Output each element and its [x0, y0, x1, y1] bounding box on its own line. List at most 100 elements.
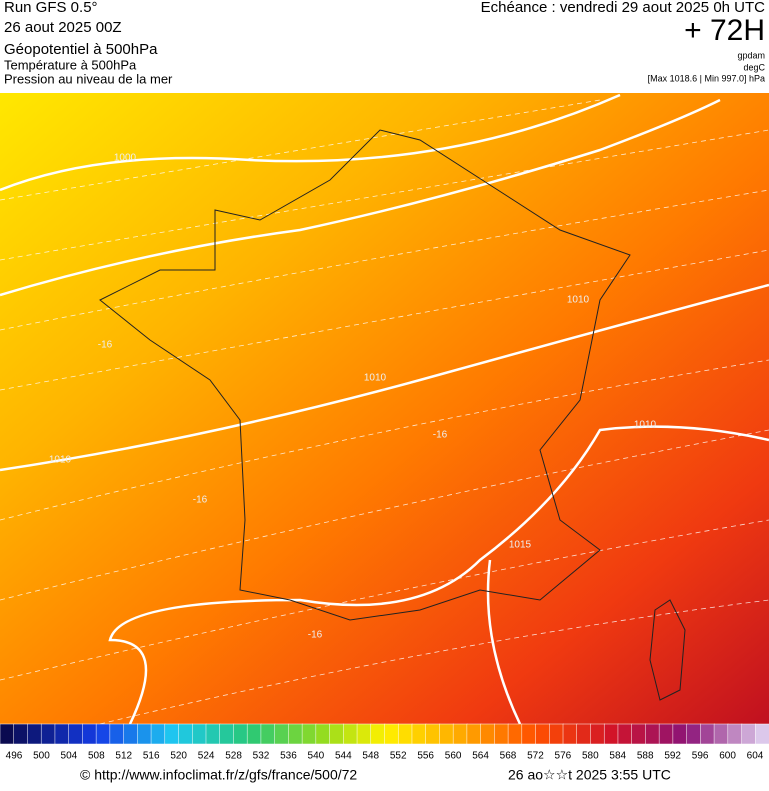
color-swatch: [123, 723, 139, 745]
unit-label: gpdam: [737, 50, 765, 60]
header-line: Température à 500hPa: [4, 57, 137, 72]
legend-label: 504: [61, 751, 78, 762]
color-swatch: [590, 723, 605, 745]
render-date: 26 ao☆☆t 2025 3:55 UTC: [508, 767, 671, 783]
color-swatch: [150, 723, 166, 745]
legend-label: 552: [390, 751, 407, 762]
corsica-outline: [649, 599, 686, 701]
color-swatch: [397, 723, 413, 745]
color-swatch: [494, 723, 509, 745]
legend-label: 548: [362, 751, 379, 762]
legend-label: 508: [88, 751, 105, 762]
color-swatch: [507, 723, 523, 745]
color-swatch: [521, 723, 537, 745]
source-url: © http://www.infoclimat.fr/z/gfs/france/…: [80, 767, 357, 783]
color-swatch: [617, 723, 633, 745]
header-line: Run GFS 0.5°: [4, 0, 98, 16]
color-swatch: [219, 723, 235, 745]
color-swatch: [13, 723, 29, 745]
contour-label: 1010: [567, 295, 590, 306]
contour-label: -16: [433, 430, 448, 441]
legend-label: 540: [308, 751, 325, 762]
color-swatch: [178, 723, 193, 745]
color-swatch: [205, 723, 221, 745]
contour-label: -16: [193, 495, 208, 506]
isotherms: [0, 99, 769, 725]
contour-label: 1010: [634, 420, 657, 431]
color-swatch: [0, 723, 15, 745]
color-swatch: [576, 723, 592, 745]
color-swatch: [288, 723, 303, 745]
color-swatch: [741, 723, 757, 745]
header-line: Géopotentiel à 500hPa: [4, 41, 158, 58]
color-swatch: [109, 723, 125, 745]
legend-label: 596: [692, 751, 709, 762]
color-swatch: [384, 723, 399, 745]
legend-label: 604: [747, 751, 764, 762]
color-swatch: [645, 723, 660, 745]
legend-label: 592: [664, 751, 681, 762]
legend-label: 500: [33, 751, 50, 762]
color-swatch: [549, 723, 564, 745]
legend-label: 568: [500, 751, 517, 762]
contour-label: 1010: [364, 373, 387, 384]
lead-time: + 72H: [684, 14, 765, 47]
color-swatch: [439, 723, 454, 745]
legend-label: 576: [555, 751, 572, 762]
color-swatch: [68, 723, 84, 745]
color-swatch: [411, 723, 427, 745]
color-swatch: [480, 723, 496, 745]
color-swatch: [713, 723, 729, 745]
color-swatch: [27, 723, 42, 745]
forecast-time: Echéance : vendredi 29 aout 2025 0h UTC: [481, 0, 766, 16]
legend-label: 556: [417, 751, 434, 762]
color-swatch: [562, 723, 578, 745]
unit-label: [Max 1018.6 | Min 997.0] hPa: [648, 73, 765, 83]
contour-label: 1000: [114, 153, 137, 164]
color-swatch: [425, 723, 441, 745]
color-swatch: [686, 723, 702, 745]
legend-label: 600: [719, 751, 736, 762]
legend-label: 584: [609, 751, 626, 762]
contour-label: 1010: [49, 455, 72, 466]
legend-label: 512: [115, 751, 132, 762]
legend-label: 536: [280, 751, 297, 762]
color-swatch: [315, 723, 331, 745]
legend-label: 516: [143, 751, 160, 762]
color-swatch: [672, 723, 688, 745]
country-outline: [99, 129, 631, 621]
contour-label: 1015: [509, 540, 532, 551]
color-swatch: [370, 723, 386, 745]
legend-label: 580: [582, 751, 599, 762]
color-swatch: [356, 723, 372, 745]
color-swatch: [755, 723, 769, 745]
color-swatch: [260, 723, 276, 745]
color-swatch: [603, 723, 619, 745]
legend-label: 544: [335, 751, 352, 762]
legend-label: 532: [253, 751, 270, 762]
unit-label: degC: [743, 62, 765, 72]
header-line: Pression au niveau de la mer: [4, 71, 173, 86]
color-swatch: [40, 723, 56, 745]
color-swatch: [631, 723, 647, 745]
color-swatch: [466, 723, 482, 745]
color-swatch: [727, 723, 743, 745]
color-swatch: [535, 723, 551, 745]
color-swatch: [82, 723, 97, 745]
legend-label: 524: [198, 751, 215, 762]
field: [0, 93, 769, 724]
color-swatch: [301, 723, 317, 745]
contour-label: -16: [98, 340, 113, 351]
legend-label: 520: [170, 751, 187, 762]
isobars: [0, 93, 769, 725]
color-swatch: [246, 723, 262, 745]
color-swatch: [192, 723, 207, 745]
color-swatch: [164, 723, 180, 745]
color-swatch: [700, 723, 715, 745]
header-line: 26 aout 2025 00Z: [4, 19, 122, 36]
color-swatch: [233, 723, 248, 745]
color-swatch: [54, 723, 70, 745]
color-swatch: [343, 723, 358, 745]
